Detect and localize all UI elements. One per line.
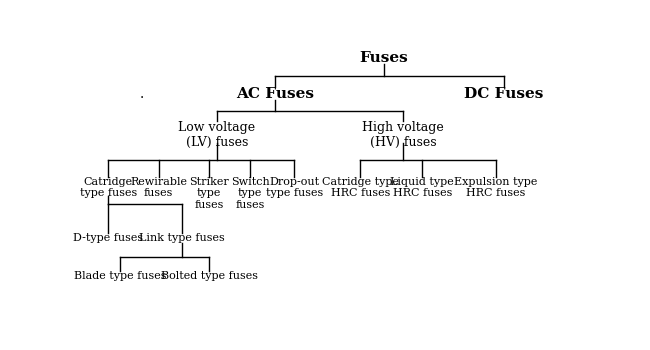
Text: Striker
type
fuses: Striker type fuses: [189, 177, 229, 210]
Text: AC Fuses: AC Fuses: [236, 87, 314, 101]
Text: Link type fuses: Link type fuses: [139, 233, 225, 243]
Text: Liquid type
HRC fuses: Liquid type HRC fuses: [391, 177, 454, 198]
Text: Catridge
type fuses: Catridge type fuses: [80, 177, 137, 198]
Text: Switch
type
fuses: Switch type fuses: [231, 177, 270, 210]
Text: Fuses: Fuses: [359, 51, 408, 65]
Text: Blade type fuses: Blade type fuses: [73, 272, 166, 281]
Text: .: .: [140, 88, 144, 102]
Text: Low voltage
(LV) fuses: Low voltage (LV) fuses: [178, 121, 255, 149]
Text: Drop-out
type fuses: Drop-out type fuses: [266, 177, 323, 198]
Text: Expulsion type
HRC fuses: Expulsion type HRC fuses: [454, 177, 538, 198]
Text: D-type fuses: D-type fuses: [73, 233, 144, 243]
Text: Catridge type
HRC fuses: Catridge type HRC fuses: [322, 177, 398, 198]
Text: Bolted type fuses: Bolted type fuses: [161, 272, 257, 281]
Text: DC Fuses: DC Fuses: [464, 87, 543, 101]
Text: Rewirable
fuses: Rewirable fuses: [130, 177, 187, 198]
Text: High voltage
(HV) fuses: High voltage (HV) fuses: [362, 121, 444, 149]
